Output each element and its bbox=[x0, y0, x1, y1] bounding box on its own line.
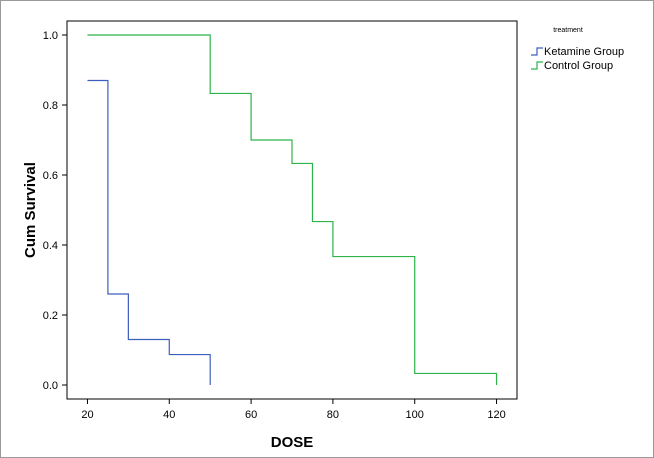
y-tick-label: 0.6 bbox=[43, 170, 58, 182]
x-tick-label: 100 bbox=[406, 409, 424, 421]
y-tick-label: 1.0 bbox=[43, 30, 58, 42]
x-tick-label: 80 bbox=[327, 409, 339, 421]
legend-items: Ketamine Group Control Group bbox=[531, 46, 624, 72]
y-tick-label: 0.4 bbox=[43, 240, 58, 252]
legend-label: Ketamine Group bbox=[544, 46, 624, 58]
legend-label: Control Group bbox=[544, 60, 613, 72]
x-tick-label: 60 bbox=[245, 409, 257, 421]
x-axis-title: DOSE bbox=[271, 434, 314, 451]
series-layer bbox=[87, 34, 498, 385]
x-axis-ticks: 20 40 60 80 100 120 bbox=[81, 399, 506, 421]
x-tick-label: 20 bbox=[81, 409, 93, 421]
legend-title: treatment bbox=[553, 27, 583, 34]
series-line-control-group bbox=[87, 34, 498, 385]
legend-swatch bbox=[531, 47, 543, 56]
y-tick-label: 0.8 bbox=[43, 100, 58, 112]
x-tick-label: 120 bbox=[487, 409, 505, 421]
y-tick-label: 0.2 bbox=[43, 310, 58, 322]
y-tick-label: 0.0 bbox=[43, 380, 58, 392]
legend: treatment Ketamine Group Control Group bbox=[531, 27, 624, 72]
x-tick-label: 40 bbox=[163, 409, 175, 421]
plot-area bbox=[66, 20, 518, 400]
legend-swatch bbox=[531, 61, 543, 70]
y-axis-title: Cum Survival bbox=[22, 162, 39, 258]
series-line-ketamine-group bbox=[87, 79, 211, 385]
y-axis-ticks: 0.0 0.2 0.4 0.6 0.8 1.0 bbox=[43, 30, 67, 392]
